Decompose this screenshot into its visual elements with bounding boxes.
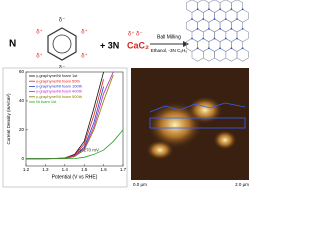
lattice-node [241,27,244,30]
figure: N δ⁻δ⁺δ⁺δ⁻δ⁺δ⁺ + 3N CaC₂ δ⁺ δ⁻ Ball Mill… [2,0,249,188]
lattice-cell [214,28,227,43]
lattice-node [207,47,210,50]
lattice-cell [191,28,204,43]
x-tick-label: 1.7 [120,167,127,172]
reagent: CaC₂ [127,40,149,50]
plot-frame [25,71,124,167]
lattice-node [196,27,199,30]
y-axis-label: Current Density (mA/cm²) [6,93,11,145]
lattice-cell [225,8,238,23]
lattice-node [219,8,222,11]
lattice-cell [219,0,232,13]
ring-charge: δ⁺ [36,53,43,60]
y-tick-label: 0 [21,156,24,161]
lattice-cell [225,28,238,43]
legend-label: γ-graphyne/Ni foam 50th [36,78,80,83]
lattice-node [213,18,216,20]
benzene-ring [47,27,77,61]
condition-bottom: Ethanol, -3N C₆H₆ [151,48,188,53]
lattice-node [191,18,193,20]
lattice-node [241,47,244,50]
afm-feature [187,96,223,124]
legend-label: Ni foam 1st [36,99,57,104]
lattice-node [219,47,222,50]
y-tick-label: 20 [19,127,25,132]
annotation: η=270 mV [78,147,99,152]
lattice-cell [203,28,215,43]
condition-top: Ball Milling [157,34,181,40]
x-tick-label: 1.4 [62,167,69,172]
afm-x-end: 2.0 μm [235,182,249,187]
lattice-node [236,37,238,40]
lattice-node [230,8,233,11]
lattice-cell [191,47,204,62]
lattice-cell [236,47,249,62]
benzene-aromatic [52,34,72,54]
legend-label: γ-graphyne/Ni foam 400th [36,89,82,94]
legend-label: γ-graphyne/Ni foam 100th [36,83,82,88]
lattice-cell [214,47,227,62]
lattice-cell [236,28,249,43]
lattice-node [230,27,233,30]
lattice-cell [208,0,221,13]
lattice-cell [225,47,238,62]
series-line [26,129,124,160]
afm-x-start: 0.0 μm [133,182,147,187]
lattice-cell [186,0,198,13]
ring-charge: δ⁺ [81,53,88,60]
lattice-node [224,18,227,20]
afm-image [131,68,249,180]
x-tick-label: 1.3 [42,167,49,172]
lattice-node [207,8,210,11]
lattice-node [191,37,193,40]
reagent-charges: δ⁺ δ⁻ [128,31,143,38]
lattice-node [196,47,199,50]
lattice-cell [203,8,215,23]
afm-profile [149,102,246,113]
y-tick-label: 40 [19,98,25,103]
lattice-cell [203,47,215,62]
reactant-count: N [9,39,16,50]
lattice-node [207,27,210,30]
afm-feature [213,130,237,150]
lattice-cell [214,8,227,23]
afm-feature [146,140,174,160]
graphyne-lattice [186,0,249,62]
lattice-node [196,8,199,11]
x-axis-label: Potential (V vs RHE) [52,174,98,180]
lattice-node [236,18,238,20]
legend-label: γ-graphyne/Ni foam 1st [36,73,78,78]
chart: 1.2 1.3 1.4 1.5 1.6 1.7 0 20 40 60 Potential (V vs… [6,69,126,180]
x-tick-label: 1.6 [100,167,107,172]
x-tick-label: 1.5 [81,167,88,172]
lattice-node [224,37,227,40]
lattice-cell [191,8,204,23]
ring-charge: δ⁺ [36,29,43,36]
lattice-node [213,37,216,40]
ring-charge: δ⁺ [81,29,88,36]
lattice-node [219,27,222,30]
plus: + 3N [100,40,119,50]
ring-charge: δ⁻ [59,18,66,24]
lattice-node [202,18,205,20]
x-tick-label: 1.2 [23,167,30,172]
lattice-cell [197,0,210,13]
lattice-node [230,47,233,50]
afm-profile-box [149,117,246,129]
lattice-cell [231,0,243,13]
legend-label: γ-graphyne/Ni foam 500th [36,94,82,99]
lattice-cell [236,8,249,23]
lattice-node [202,37,205,40]
y-tick-label: 60 [19,69,25,74]
lattice-node [241,8,244,11]
ring-charges: δ⁻δ⁺δ⁺δ⁻δ⁺δ⁺ [36,18,88,72]
